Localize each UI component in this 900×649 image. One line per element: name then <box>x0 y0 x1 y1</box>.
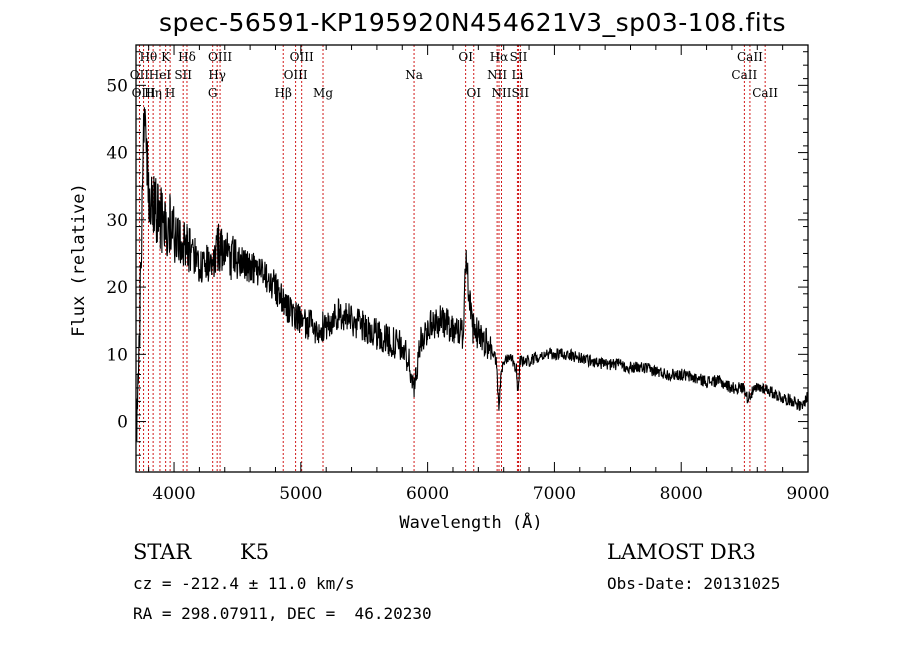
spectral-line-label: G <box>208 86 218 100</box>
x-tick-label: 7000 <box>533 484 576 504</box>
spectral-line-label: Mg <box>313 86 333 100</box>
spectrum-line <box>135 107 809 442</box>
x-tick-label: 9000 <box>786 484 829 504</box>
spectral-line-label: Hθ <box>140 50 158 64</box>
y-tick-label: 0 <box>117 413 128 433</box>
y-tick-label: 10 <box>106 345 128 365</box>
spectral-line-label: K <box>161 50 171 64</box>
spectral-line-label: Hα <box>490 50 509 64</box>
spectral-line-label: OI <box>458 50 473 64</box>
spectral-line-label: Hη <box>144 86 162 100</box>
spectral-line-label: NII <box>487 68 507 82</box>
y-tick-label: 40 <box>106 144 128 164</box>
spectral-line-label: CaII <box>752 86 778 100</box>
spectral-line-label: OII <box>130 68 150 82</box>
x-tick-label: 5000 <box>279 484 322 504</box>
survey-name: LAMOST DR3 <box>607 540 756 564</box>
spectral-line-label: OIII <box>290 50 314 64</box>
spectral-line-markers <box>138 45 766 472</box>
spectral-line-label: CaII <box>731 68 757 82</box>
spectral-line-label: OIII <box>132 86 156 100</box>
spectral-line-label: SII <box>511 86 529 100</box>
spectral-line-label: OIII <box>208 50 232 64</box>
spectral-line-label: SII <box>510 50 528 64</box>
spectral-line-label: Hγ <box>208 68 226 82</box>
spectral-line-label: SII <box>174 68 192 82</box>
object-class: STAR <box>133 540 192 564</box>
x-axis-label: Wavelength (Å) <box>399 511 542 533</box>
spectral-line-label: Hδ <box>178 50 196 64</box>
spectral-line-label: OI <box>466 86 481 100</box>
x-tick-label: 4000 <box>152 484 195 504</box>
sky-coordinates: RA = 298.07911, DEC = 46.20230 <box>133 604 432 623</box>
spectral-line-label: NII <box>492 86 512 100</box>
spectral-line-label: HeI <box>149 68 172 82</box>
spectral-line-label: Hβ <box>275 86 292 100</box>
radial-velocity: cz = -212.4 ± 11.0 km/s <box>133 574 355 593</box>
chart-title: spec-56591-KP195920N454621V3_sp03-108.fi… <box>158 8 787 37</box>
axis-ticks <box>136 45 809 472</box>
y-axis-label: Flux (relative) <box>69 183 89 337</box>
spectral-line-label: OIII <box>284 68 308 82</box>
x-tick-label: 8000 <box>660 484 703 504</box>
x-tick-label: 6000 <box>406 484 449 504</box>
plot-frame <box>135 44 809 473</box>
spectral-line-label: Na <box>405 68 423 82</box>
object-subclass: K5 <box>240 540 270 564</box>
spectral-line-label: CaII <box>737 50 763 64</box>
y-tick-label: 50 <box>106 76 128 96</box>
spectral-line-label: H <box>165 86 175 100</box>
axis-tick-labels: 4000 5000 6000 7000 8000 9000 0 10 20 30 40 50 <box>106 76 829 504</box>
spectral-line-label: Li <box>511 68 523 82</box>
observation-date: Obs-Date: 20131025 <box>607 574 781 593</box>
y-tick-label: 30 <box>106 211 128 231</box>
y-tick-label: 20 <box>106 278 128 298</box>
